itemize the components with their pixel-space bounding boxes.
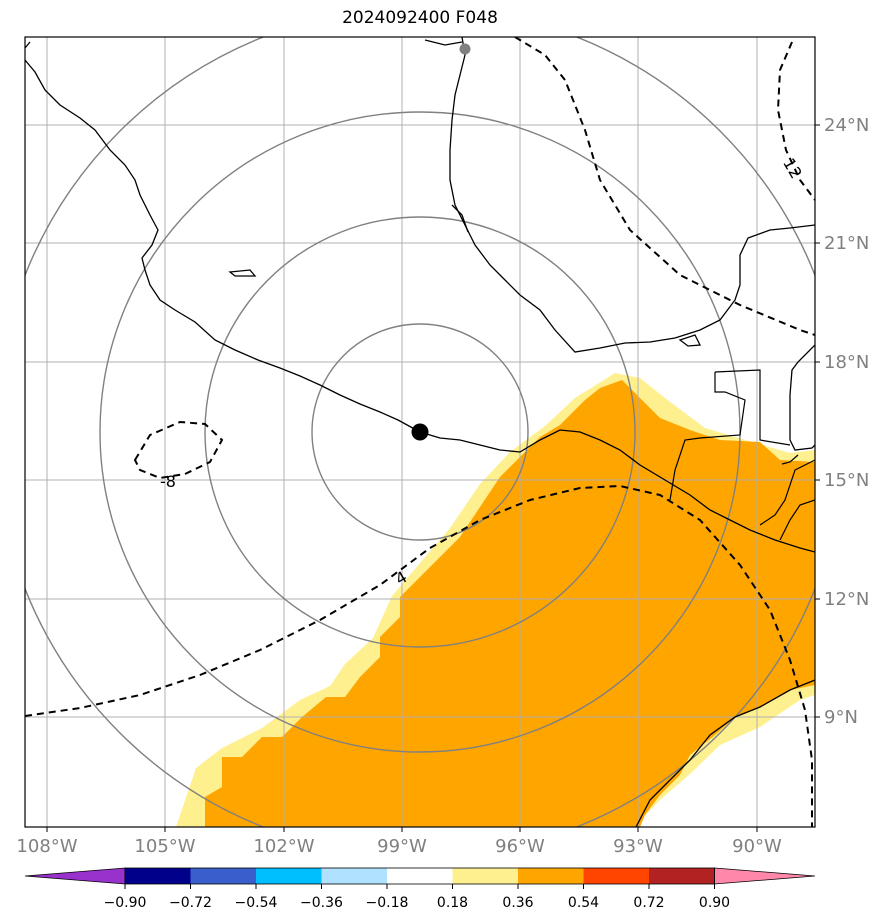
contour-minus8: [133, 420, 224, 480]
colorbar-ticks: [124, 884, 715, 889]
lon-label-96w: 96°W: [495, 836, 545, 857]
colorbar-label-8: 0.54: [568, 895, 599, 911]
contour-label-minus8: -8: [160, 472, 176, 491]
colorbar-segment-7: [518, 868, 584, 884]
lon-labels: 108°W 105°W 102°W 99°W 96°W 93°W 90°W: [16, 836, 782, 857]
lon-label-102w: 102°W: [253, 836, 314, 857]
colorbar-label-7: 0.36: [502, 895, 533, 911]
country-borders: [669, 369, 815, 541]
colorbar-segment-3: [256, 868, 322, 884]
colorbar-label-2: −0.72: [169, 895, 212, 911]
colorbar-label-4: −0.36: [300, 895, 343, 911]
lon-label-90w: 90°W: [732, 836, 782, 857]
lat-label-15n: 15°N: [824, 470, 869, 491]
colorbar-segment-6: [452, 868, 518, 884]
range-ring-2: [204, 216, 636, 648]
contours: [25, 37, 815, 827]
colorbar-segment-9: [649, 868, 715, 884]
lon-label-93w: 93°W: [613, 836, 663, 857]
colorbar-label-3: −0.54: [235, 895, 278, 911]
colorbar-label-5: −0.18: [366, 895, 409, 911]
gridlines: [25, 37, 815, 827]
lon-label-108w: 108°W: [16, 836, 77, 857]
colorbar-segment-5: [387, 868, 453, 884]
contour-12-ring: [776, 41, 815, 201]
coastlines: [25, 37, 815, 827]
colorbar-extend-high: [714, 867, 816, 885]
lat-label-18n: 18°N: [824, 352, 869, 373]
axis-ticks: [46, 124, 820, 832]
map-frame: [24, 36, 816, 828]
colorbar-label-6: 0.18: [437, 895, 468, 911]
lon-label-99w: 99°W: [377, 836, 427, 857]
lat-label-21n: 21°N: [824, 233, 869, 254]
secondary-point-marker: [459, 43, 471, 55]
colorbar-label-10: 0.90: [699, 895, 730, 911]
colorbar-segment-2: [190, 868, 256, 884]
lat-label-9n: 9°N: [824, 707, 858, 728]
colorbar-extend-low: [24, 867, 126, 885]
colorbar-segment-8: [583, 868, 649, 884]
colorbar-segment-1: [125, 868, 191, 884]
contour-12-upper: [514, 37, 815, 336]
lat-label-12n: 12°N: [824, 589, 869, 610]
field-orange-region: [205, 380, 815, 827]
colorbar-label-9: 0.72: [633, 895, 664, 911]
colorbar-segment-4: [321, 868, 387, 884]
lon-label-105w: 105°W: [134, 836, 195, 857]
map-title: 2024092400 F048: [342, 8, 498, 28]
range-ring-1: [311, 323, 529, 541]
colorbar-frame: [124, 867, 715, 885]
lat-label-24n: 24°N: [824, 115, 869, 136]
storm-center-marker: [411, 423, 429, 441]
contour-4: [25, 484, 813, 827]
lat-labels: 24°N 21°N 18°N 15°N 12°N 9°N: [824, 115, 869, 728]
colorbar-label-1: −0.90: [104, 895, 147, 911]
colorbar-labels: −0.90 −0.72 −0.54 −0.36 −0.18 0.18 0.36 …: [104, 895, 731, 911]
